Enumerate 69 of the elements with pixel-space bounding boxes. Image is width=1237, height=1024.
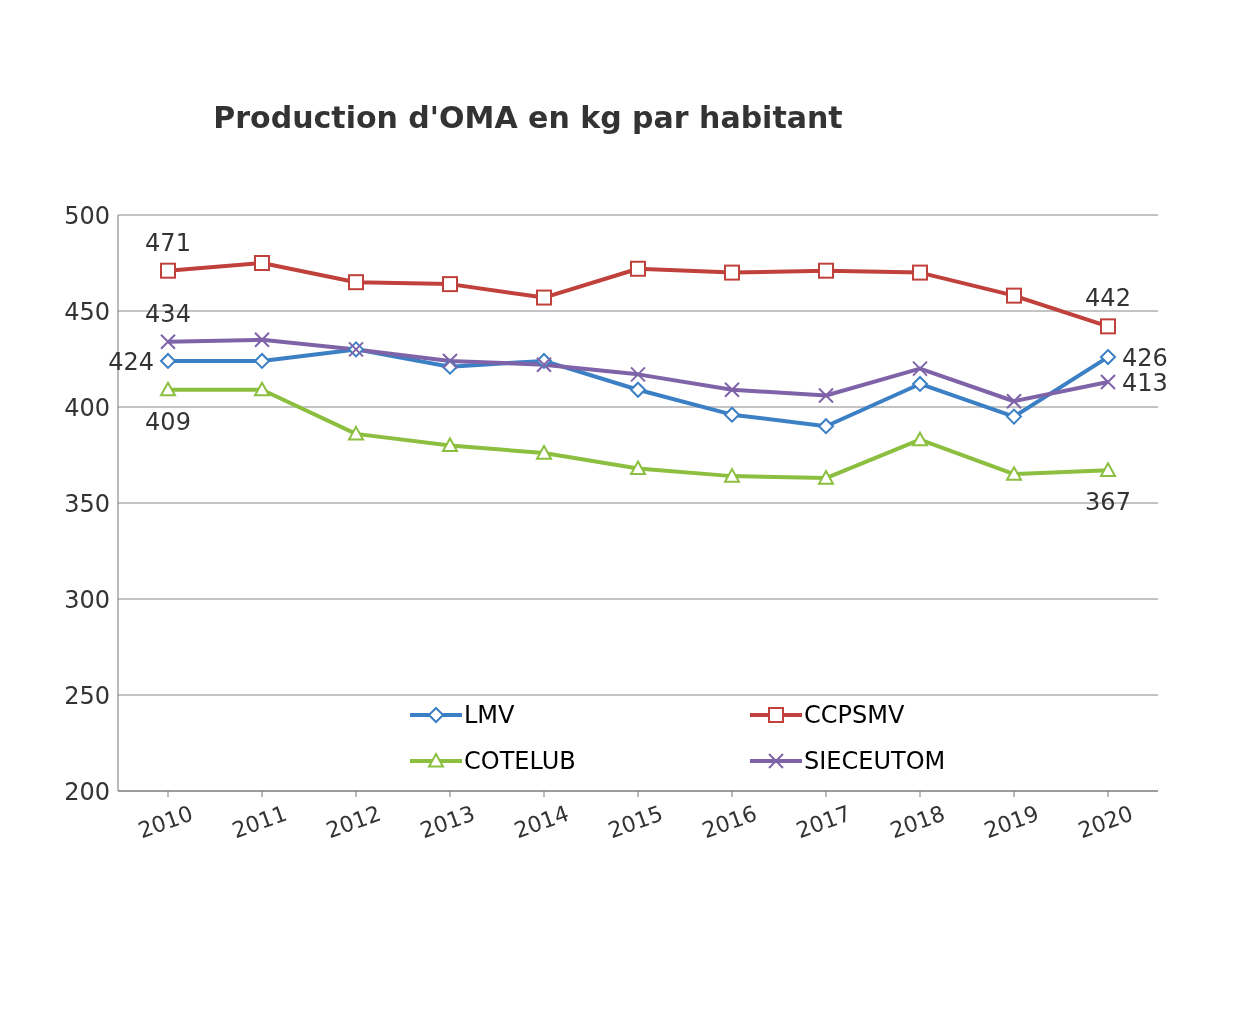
point [1100,349,1116,366]
point [160,262,176,279]
x-tick-label: 2014 [510,800,573,844]
point [912,431,928,447]
y-tick-label: 400 [64,393,110,422]
y-tick-label: 250 [64,681,110,710]
point [630,381,646,398]
point [630,366,646,383]
point [442,276,458,293]
point [630,460,646,476]
point [442,352,458,369]
x-tick-label: 2013 [416,800,479,844]
point [254,255,270,271]
point [160,381,176,397]
point [160,352,176,369]
point [1100,462,1116,477]
point [348,425,364,441]
data-label: 409 [145,407,191,436]
point [254,352,270,369]
legend-label: SIECEUTOM [804,747,946,775]
point [254,331,270,348]
chart-title: Production d'OMA en kg par habitant [212,100,844,135]
data-label: 471 [145,228,191,257]
point [536,356,552,373]
point [724,406,740,423]
point [818,387,834,404]
x-tick-label: 2019 [980,800,1043,844]
point [1100,374,1116,391]
data-label: 424 [108,347,154,376]
point [912,264,928,281]
data-label: 442 [1085,284,1131,313]
legend-label: CCPSMV [804,701,905,729]
point [818,418,834,435]
point [630,260,646,277]
x-tick-label: 2015 [604,800,667,844]
point [818,470,834,485]
y-tick-label: 200 [64,777,110,806]
point [442,437,458,452]
x-tick-label: 2011 [228,800,291,844]
point [724,468,740,483]
point [818,262,834,279]
x-tick-label: 2018 [886,800,949,844]
point [348,274,364,291]
point [1100,318,1116,335]
y-tick-label: 450 [64,297,110,326]
point [912,360,928,377]
point [1006,287,1022,304]
point [912,375,928,392]
point [724,381,740,398]
point [1006,393,1022,410]
x-tick-label: 2012 [322,800,385,844]
x-tick-label: 2010 [134,800,197,844]
x-tick-label: 2016 [698,800,761,844]
point [536,289,552,306]
legend-label: COTELUB [464,747,576,775]
point [1006,408,1022,425]
y-tick-label: 300 [64,585,110,614]
data-label: 367 [1085,488,1131,517]
point [724,264,740,281]
point [254,381,270,397]
y-tick-label: 350 [64,489,110,518]
point [536,445,552,460]
x-tick-label: 2020 [1074,800,1137,844]
point [160,333,176,350]
y-tick-label: 500 [64,201,110,230]
x-tick-label: 2017 [792,800,855,844]
point [1006,466,1022,481]
data-label: 434 [145,299,191,328]
legend-label: LMV [464,701,515,729]
